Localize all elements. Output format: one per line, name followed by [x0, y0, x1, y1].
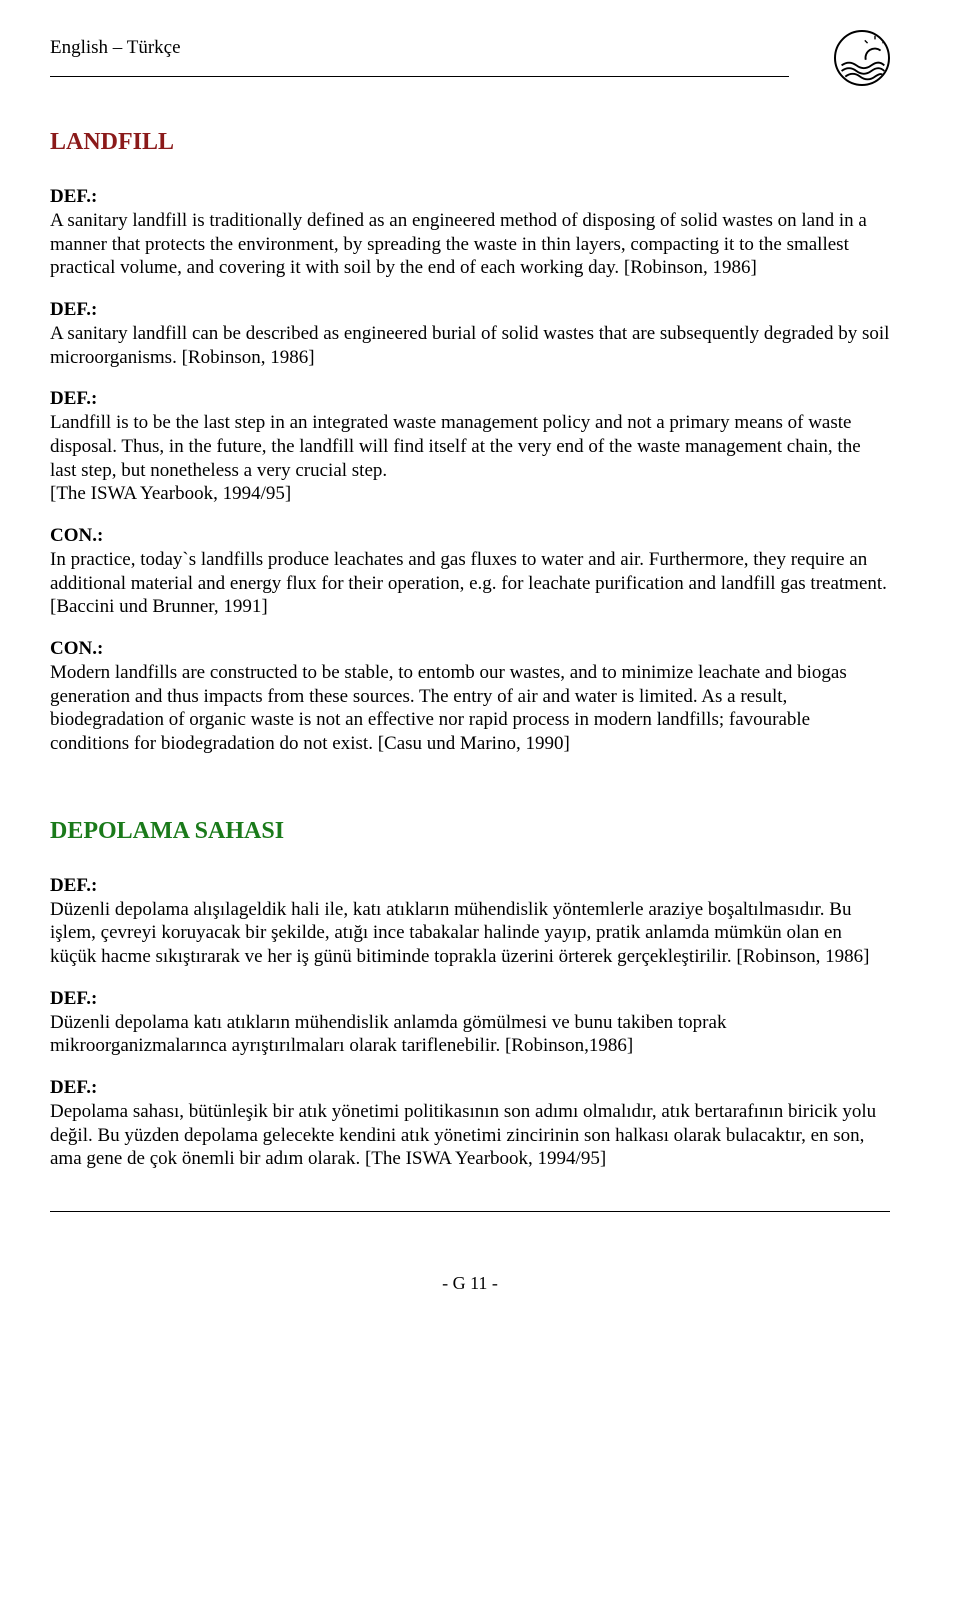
definition-text: Depolama sahası, bütünleşik bir atık yön… — [50, 1100, 890, 1171]
content-body: LANDFILL DEF.: A sanitary landfill is tr… — [50, 127, 890, 1171]
definition-label: DEF.: — [50, 987, 890, 1011]
waves-sun-logo-icon — [834, 30, 890, 86]
context-label: CON.: — [50, 524, 890, 548]
page-number: - G 11 - — [50, 1272, 890, 1295]
definition-label: DEF.: — [50, 298, 890, 322]
definition-label: DEF.: — [50, 1076, 890, 1100]
definition-label: DEF.: — [50, 387, 890, 411]
context-label: CON.: — [50, 637, 890, 661]
definition-text: Düzenli depolama katı atıkların mühendis… — [50, 1011, 890, 1059]
definition-text: Landfill is to be the last step in an in… — [50, 411, 890, 506]
section-title-depolama: DEPOLAMA SAHASI — [50, 816, 890, 846]
header-language-text: English – Türkçe — [50, 30, 181, 60]
definition-label: DEF.: — [50, 874, 890, 898]
context-text: Modern landfills are constructed to be s… — [50, 661, 890, 756]
context-text: In practice, today`s landfills produce l… — [50, 548, 890, 619]
definition-text: Düzenli depolama alışılageldik hali ile,… — [50, 898, 890, 969]
section-title-landfill: LANDFILL — [50, 127, 890, 157]
definition-text: A sanitary landfill is traditionally def… — [50, 209, 890, 280]
definition-text: A sanitary landfill can be described as … — [50, 322, 890, 370]
page-header: English – Türkçe — [50, 30, 890, 86]
footer-divider — [50, 1211, 890, 1212]
definition-label: DEF.: — [50, 185, 890, 209]
